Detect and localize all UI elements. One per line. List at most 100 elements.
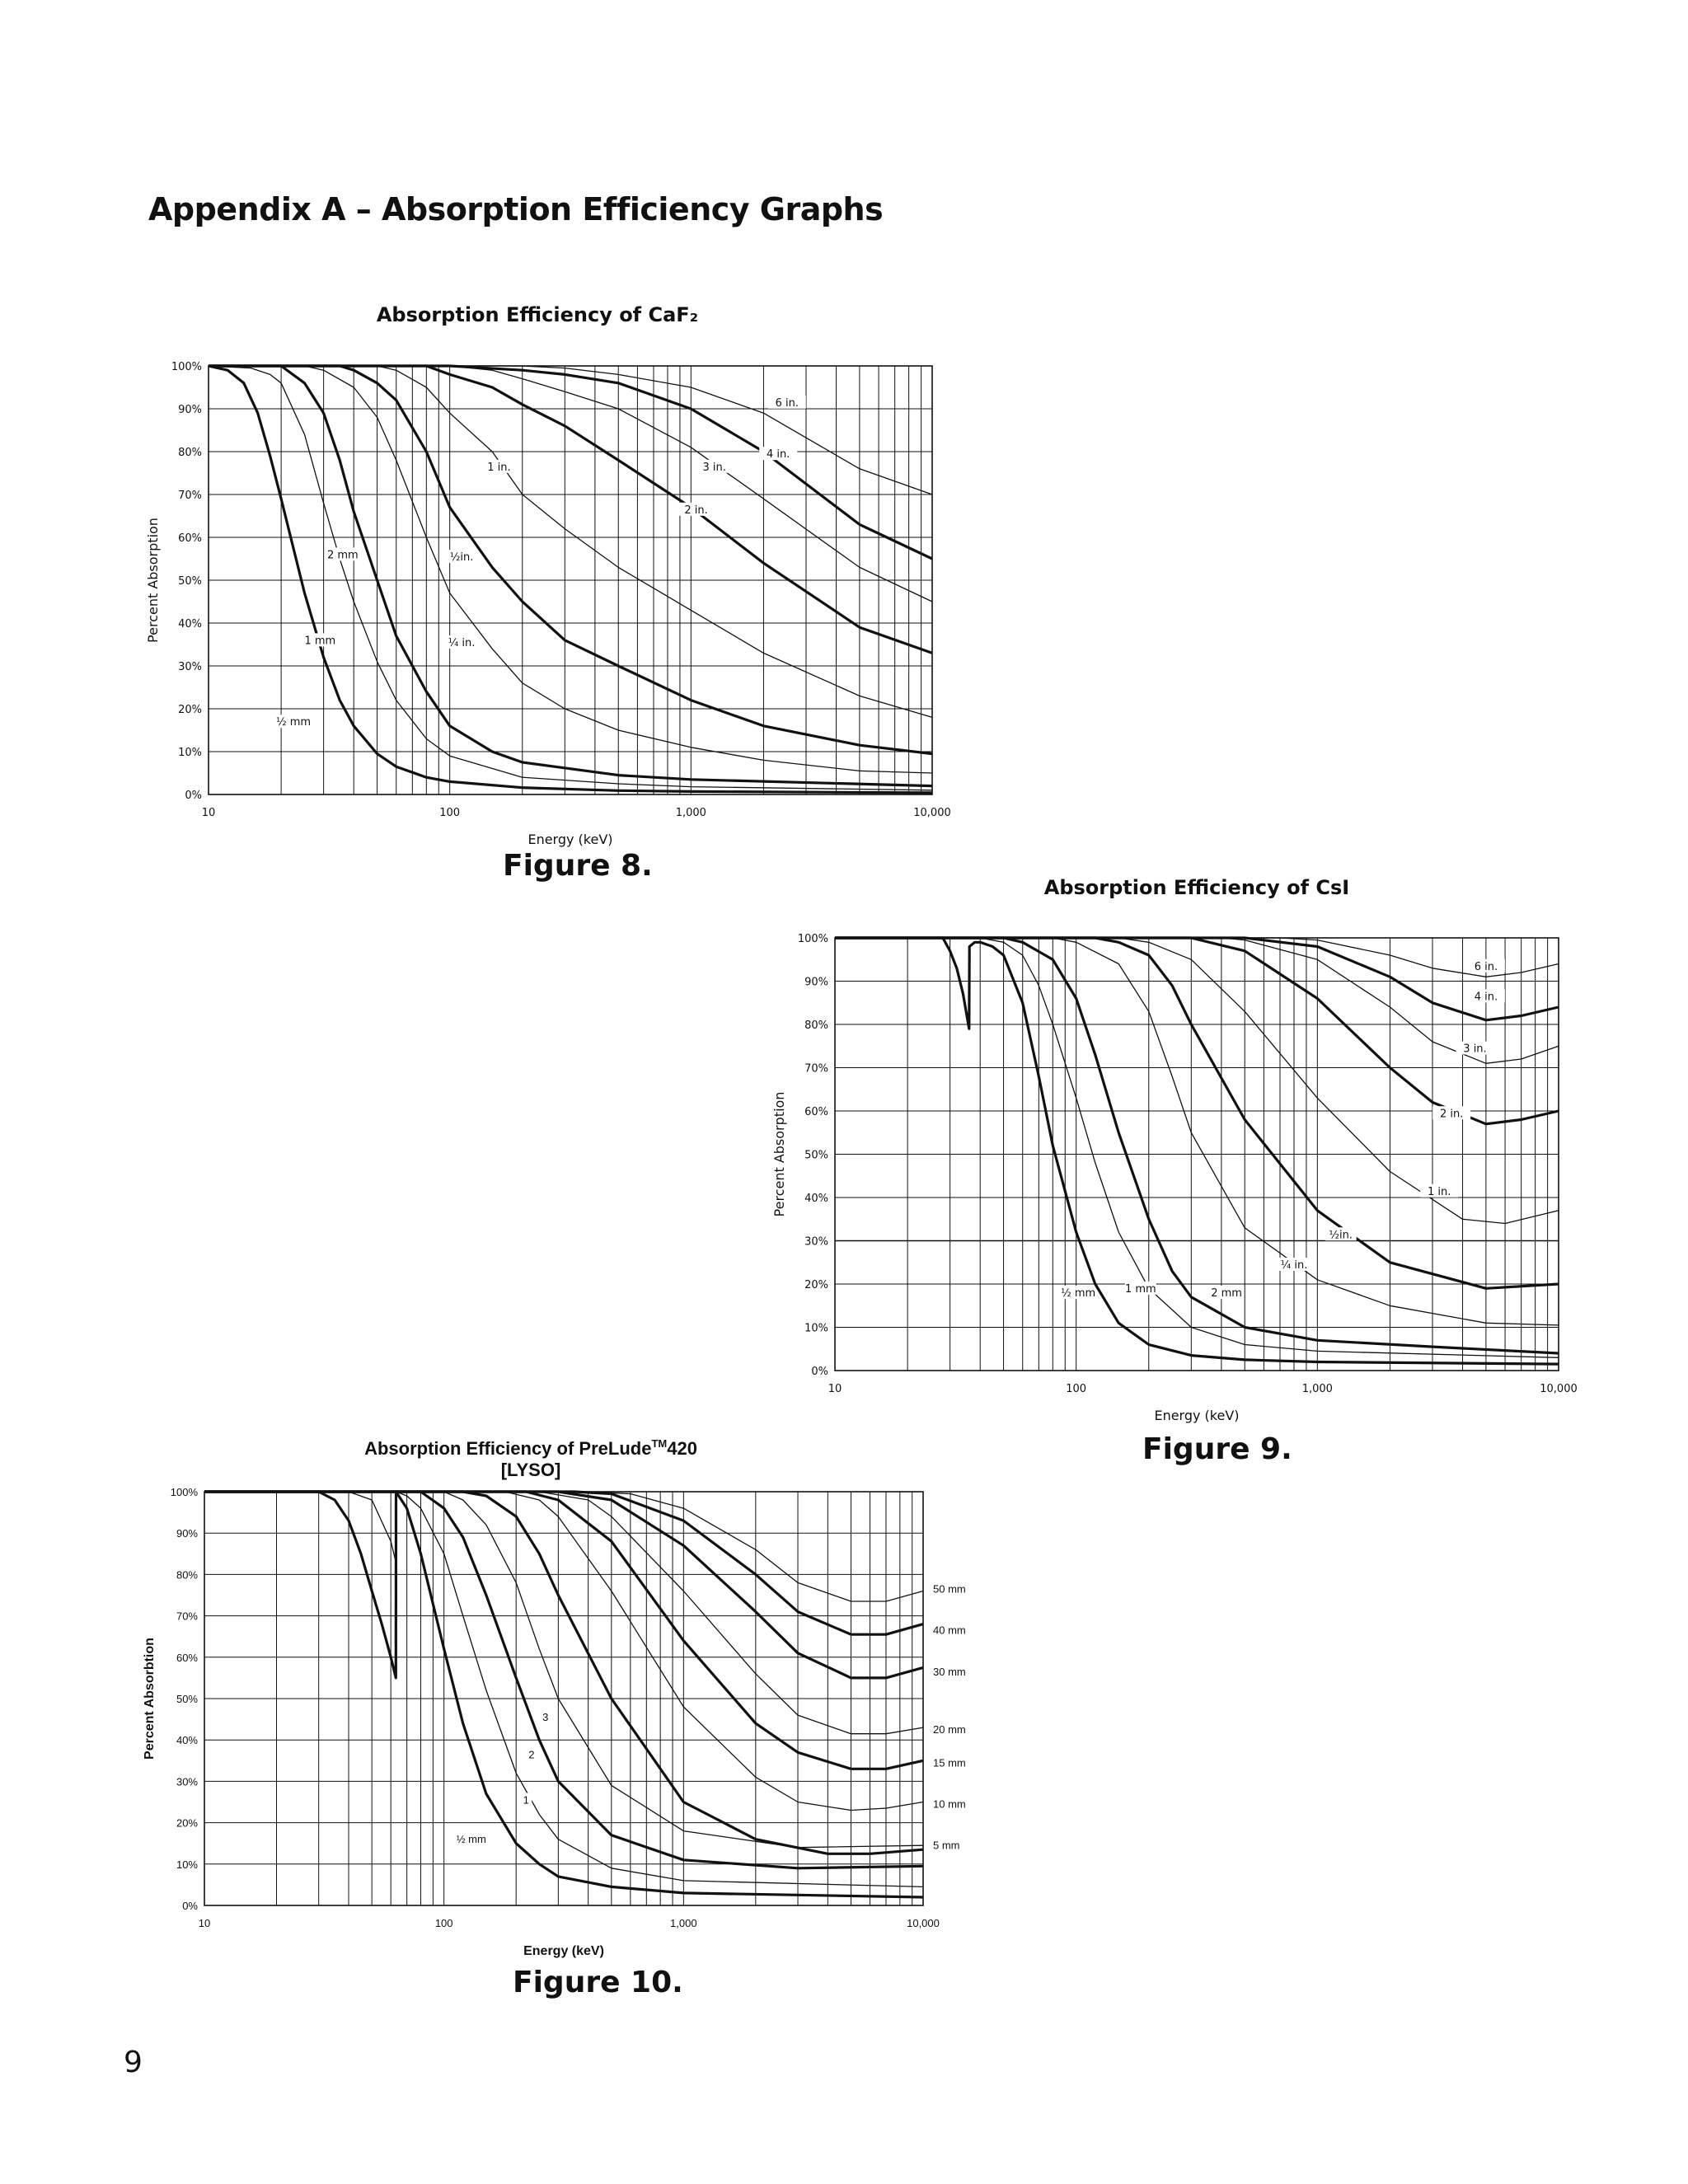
y-tick-label: 30%	[804, 1236, 828, 1249]
y-tick-label: 60%	[176, 1652, 198, 1664]
curve-label: 2	[528, 1748, 534, 1760]
y-tick-label: 40%	[178, 618, 202, 630]
y-tick-label: 50%	[176, 1693, 198, 1705]
curve-label-bg	[1466, 958, 1505, 972]
y-tick-label: 0%	[182, 1900, 198, 1912]
figure-9-caption: Figure 9.	[1142, 1432, 1292, 1466]
curve-label-bg	[446, 550, 478, 563]
x-tick-label: 1,000	[676, 807, 706, 819]
series-line-2-in-	[209, 364, 933, 654]
gridlines	[204, 1491, 924, 1906]
series-line-2-mm	[209, 364, 933, 788]
chart-title-line2: [LYSO]	[501, 1460, 561, 1480]
figure-8-caption: Figure 8.	[503, 849, 653, 883]
curve-label: 40 mm	[933, 1624, 966, 1637]
series-line-4-in-	[209, 364, 933, 560]
curve-label: 1 in.	[1428, 1186, 1451, 1198]
curve-label-bg	[520, 1793, 532, 1807]
x-tick-label: 10,000	[907, 1917, 940, 1929]
y-tick-label: 70%	[804, 1063, 828, 1076]
y-tick-label: 100%	[171, 1486, 199, 1498]
chart-title: Absorption Efficiency of CsI	[1044, 876, 1350, 899]
curve-label-bg	[326, 547, 359, 561]
y-tick-label: 10%	[804, 1323, 828, 1335]
series-line-3-in-	[835, 937, 1559, 1064]
curve-label-bg	[759, 447, 798, 461]
page-number: 9	[124, 2046, 143, 2079]
y-tick-label: 50%	[804, 1150, 828, 1162]
y-tick-label: 70%	[178, 490, 202, 502]
y-tick-label: 20%	[176, 1817, 198, 1830]
curve-label: 1 mm	[1125, 1283, 1156, 1296]
series-line-40-mm	[204, 1490, 924, 1636]
y-tick-label: 80%	[804, 1019, 828, 1032]
curve-label: 3 in.	[703, 462, 726, 474]
curve-label-bg	[278, 715, 310, 729]
curve-label: ½ mm	[276, 716, 311, 729]
x-tick-label: 100	[435, 1917, 453, 1929]
curve-label: 4 in.	[1475, 991, 1498, 1004]
curve-label-bg	[1274, 1258, 1313, 1271]
series-line-10-mm	[204, 1491, 924, 1811]
x-tick-label: 100	[439, 807, 460, 819]
series-line--mm	[835, 936, 1559, 1366]
curve-label-bg	[1466, 989, 1505, 1003]
y-tick-label: 60%	[804, 1106, 828, 1118]
curve-label: 3	[542, 1711, 548, 1723]
curve-label-bg	[1456, 1041, 1494, 1055]
y-tick-label: 80%	[178, 447, 202, 459]
x-axis-label: Energy (keV)	[523, 1944, 604, 1958]
series-line-5-mm	[204, 1490, 924, 1855]
series-line-1-mm	[835, 937, 1559, 1358]
series-line-2	[204, 1490, 924, 1870]
curve-label: 30 mm	[933, 1666, 966, 1678]
y-tick-label: 10%	[178, 747, 202, 759]
curve-label: ½ mm	[1061, 1287, 1095, 1300]
series-line--mm	[208, 364, 933, 794]
x-tick-label: 10,000	[913, 807, 951, 819]
chart-csi: Absorption Efficiency of CsI 0% 10% 20% 30% 4…	[771, 876, 1578, 1423]
gridlines	[834, 937, 1559, 1371]
curve-label: ½ mm	[457, 1833, 486, 1845]
series-line--in-	[835, 936, 1559, 1290]
y-tick-label: 50%	[178, 575, 202, 588]
series-line-2-mm	[835, 936, 1559, 1355]
series-line--mm	[204, 1490, 924, 1899]
y-axis-label: Percent Absorption	[145, 518, 161, 643]
series-line-20-mm	[204, 1491, 924, 1735]
curve-label-bg	[525, 1747, 537, 1761]
curve-label-bg	[695, 459, 734, 473]
curve-label: 4 in.	[767, 448, 790, 461]
series-line-15-mm	[204, 1490, 924, 1770]
series-line-1-in-	[209, 365, 933, 719]
curve-label: 2 mm	[327, 549, 359, 561]
curve-label: 1 mm	[304, 635, 335, 647]
y-tick-label: 0%	[185, 790, 202, 802]
x-axis-label: Energy (keV)	[1154, 1408, 1239, 1423]
curve-label: ½in.	[1329, 1229, 1353, 1241]
curve-label: 2 mm	[1211, 1287, 1242, 1300]
series-line-50-mm	[204, 1491, 924, 1602]
chart-title-main: Absorption Efficiency of PreLude	[364, 1438, 651, 1459]
figure-10-caption: Figure 10.	[513, 1966, 683, 1999]
curve-label: 50 mm	[933, 1582, 966, 1595]
y-tick-label: 0%	[811, 1366, 828, 1378]
curve-label: 1 in.	[487, 462, 510, 474]
x-axis-label: Energy (keV)	[528, 832, 612, 847]
curve-label: 5 mm	[933, 1840, 960, 1852]
chart-title: Absorption Efficiency of PreLudeTM420	[364, 1437, 697, 1459]
y-axis-label: Percent Absorbtion	[143, 1638, 157, 1760]
curve-label-bg	[539, 1710, 551, 1724]
series-line--in-	[209, 364, 933, 756]
series-line--in-	[209, 365, 933, 774]
curve-label: 10 mm	[933, 1798, 966, 1811]
y-tick-label: 40%	[804, 1193, 828, 1205]
curve-label-bg	[677, 502, 715, 516]
curve-label-bg	[455, 1832, 487, 1846]
y-tick-label: 20%	[178, 704, 202, 716]
y-tick-label: 10%	[176, 1858, 198, 1871]
curve-label: 2 in.	[684, 504, 707, 517]
y-tick-label: 20%	[804, 1279, 828, 1291]
series-line--in-	[835, 937, 1559, 1326]
curve-label: 3 in.	[1463, 1043, 1486, 1056]
